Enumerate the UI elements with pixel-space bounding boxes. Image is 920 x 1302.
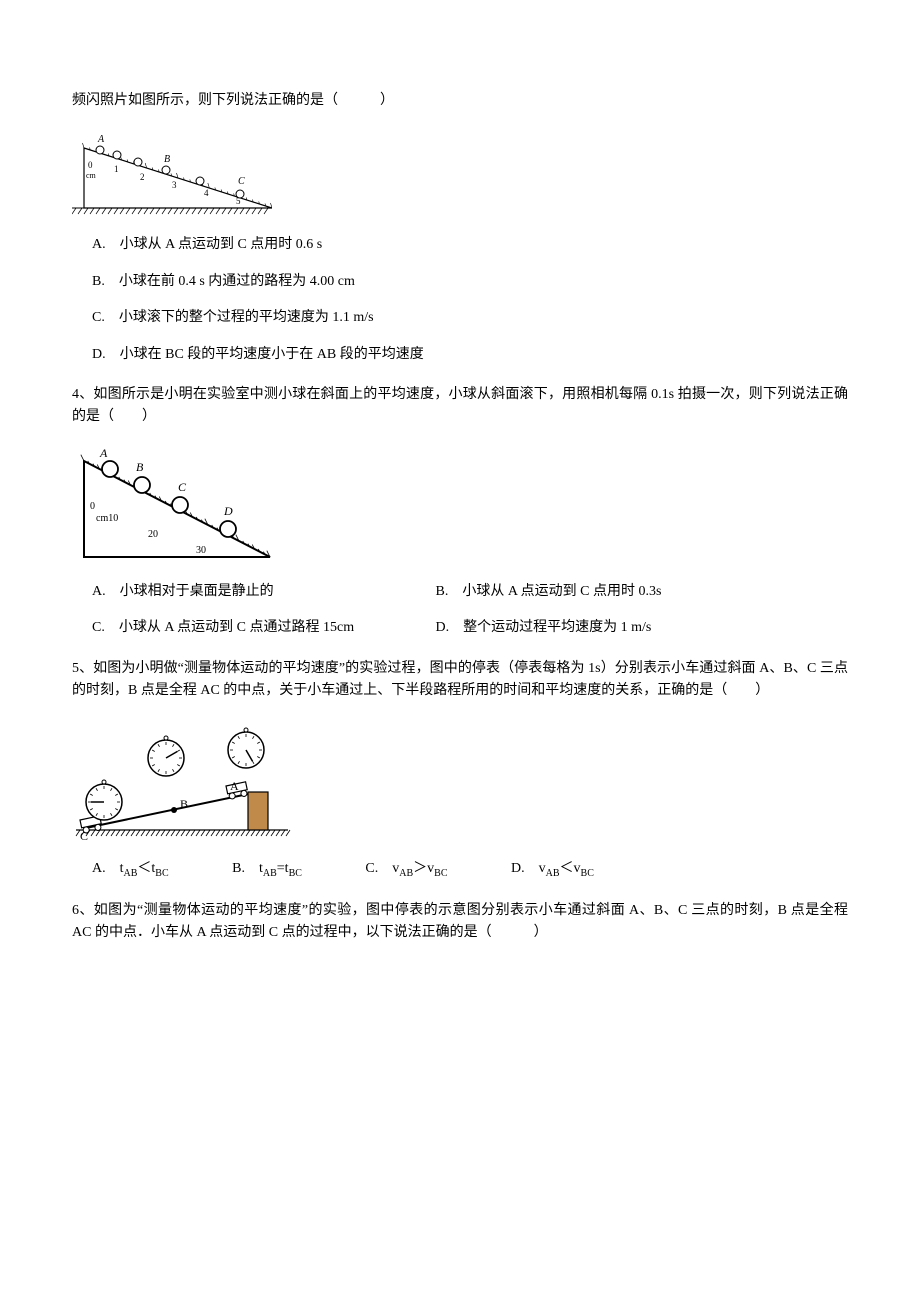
svg-text:0: 0 [90, 501, 95, 512]
opt-sub: BC [289, 868, 302, 879]
svg-text:20: 20 [148, 529, 158, 540]
svg-text:A: A [99, 447, 108, 460]
svg-text:1: 1 [114, 164, 119, 174]
svg-text:5: 5 [236, 196, 241, 206]
svg-text:B: B [136, 460, 144, 474]
q4-option-b: B. 小球从 A 点运动到 C 点用时 0.3s [436, 581, 662, 603]
opt-text: ＜t [137, 861, 155, 876]
q5-title: 5、如图为小明做“测量物体运动的平均速度”的实验过程，图中的停表（停表每格为 1… [72, 658, 848, 703]
q4-options-ab: A. 小球相对于桌面是静止的 B. 小球从 A 点运动到 C 点用时 0.3s [92, 581, 848, 603]
q4-option-d: D. 整个运动过程平均速度为 1 m/s [436, 617, 652, 639]
svg-text:2: 2 [140, 172, 145, 182]
svg-text:B: B [164, 154, 170, 165]
q4-title: 4、如图所示是小明在实验室中测小球在斜面上的平均速度，小球从斜面滚下，用照相机每… [72, 384, 848, 429]
opt-text: =t [277, 861, 289, 876]
q5-option-c: C. vAB＞vBC [365, 858, 447, 882]
svg-text:0: 0 [88, 160, 93, 170]
q5-figure: B A C [72, 720, 848, 844]
svg-text:C: C [178, 480, 187, 494]
svg-text:D: D [223, 504, 233, 518]
opt-sub: BC [434, 868, 447, 879]
opt-sub: AB [546, 868, 560, 879]
q5-option-a: A. tAB＜tBC [92, 858, 169, 882]
svg-text:C: C [80, 829, 88, 843]
q4-option-a: A. 小球相对于桌面是静止的 [92, 581, 432, 603]
opt-sub: AB [263, 868, 277, 879]
opt-text: ＞v [413, 861, 434, 876]
opt-sub: AB [399, 868, 413, 879]
q3-option-b: B. 小球在前 0.4 s 内通过的路程为 4.00 cm [92, 271, 848, 293]
svg-text:3: 3 [172, 180, 177, 190]
opt-text: A. t [92, 861, 124, 876]
q4-option-c: C. 小球从 A 点运动到 C 点通过路程 15cm [92, 617, 432, 639]
q5-option-b: B. tAB=tBC [232, 858, 302, 882]
svg-text:cm10: cm10 [96, 513, 118, 524]
svg-text:A: A [97, 134, 105, 145]
opt-text: B. t [232, 861, 263, 876]
q5-options: A. tAB＜tBC B. tAB=tBC C. vAB＞vBC D. vAB＜… [92, 858, 848, 882]
opt-text: D. v [511, 861, 546, 876]
svg-text:C: C [238, 176, 245, 187]
svg-text:cm: cm [86, 171, 97, 180]
q5-option-d: D. vAB＜vBC [511, 858, 594, 882]
svg-text:B: B [180, 797, 188, 811]
q6-title: 6、如图为“测量物体运动的平均速度”的实验，图中停表的示意图分别表示小车通过斜面… [72, 900, 848, 945]
svg-text:A: A [230, 779, 239, 793]
q4-options-cd: C. 小球从 A 点运动到 C 点通过路程 15cm D. 整个运动过程平均速度… [92, 617, 848, 639]
opt-sub: BC [155, 868, 168, 879]
q3-option-c: C. 小球滚下的整个过程的平均速度为 1.1 m/s [92, 307, 848, 329]
opt-sub: BC [581, 868, 594, 879]
svg-text:30: 30 [196, 545, 206, 556]
opt-sub: AB [124, 868, 138, 879]
q3-option-a: A. 小球从 A 点运动到 C 点用时 0.6 s [92, 234, 848, 256]
q3-title: 频闪照片如图所示，则下列说法正确的是（ ） [72, 90, 848, 112]
opt-text: C. v [365, 861, 399, 876]
q3-option-d: D. 小球在 BC 段的平均速度小于在 AB 段的平均速度 [92, 344, 848, 366]
q3-figure: A B C 0cm 1 2 3 4 5 [72, 130, 848, 220]
q4-figure: A B C D 0cm10 20 30 [72, 447, 848, 567]
opt-text: ＜v [560, 861, 581, 876]
svg-text:4: 4 [204, 188, 209, 198]
